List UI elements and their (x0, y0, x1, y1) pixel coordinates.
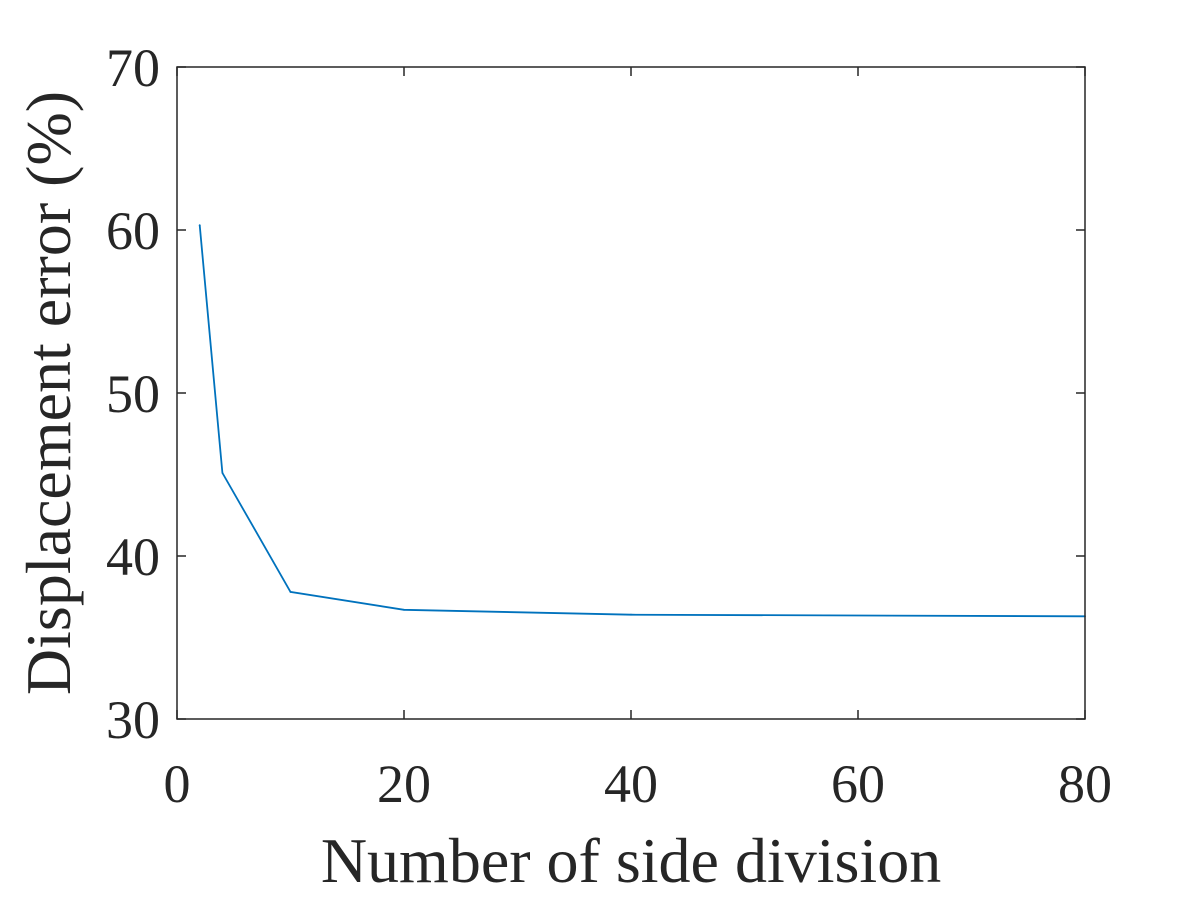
y-tick-label: 30 (106, 690, 160, 750)
plot-frame (176, 66, 1086, 720)
y-tick-label: 70 (106, 38, 160, 98)
y-tick-label: 50 (106, 364, 160, 424)
y-axis-label: Displacement error (%) (13, 91, 84, 695)
x-tick-label: 20 (377, 754, 431, 814)
x-tick-label: 40 (604, 754, 658, 814)
y-tick-label: 40 (106, 527, 160, 587)
series-line-0 (198, 225, 1086, 618)
x-axis-label: Number of side division (321, 825, 941, 896)
x-tick-label: 60 (831, 754, 885, 814)
y-tick-label: 60 (106, 201, 160, 261)
data-point (403, 608, 405, 611)
y-tick-labels: 30 40 50 60 70 (106, 38, 160, 750)
x-tick-labels: 0 20 40 60 80 (164, 754, 1113, 814)
data-point (289, 590, 292, 593)
data-point (630, 613, 632, 616)
data-point (198, 224, 201, 227)
x-tick-label: 0 (164, 754, 191, 814)
data-point (221, 471, 224, 474)
x-tick-label: 80 (1058, 754, 1112, 814)
